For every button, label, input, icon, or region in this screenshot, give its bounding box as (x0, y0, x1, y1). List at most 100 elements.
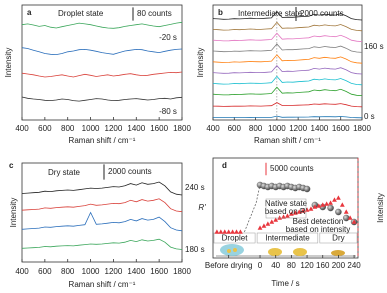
spectrum (212, 115, 363, 119)
scale-bar-label: 2000 counts (300, 9, 344, 18)
intensity-point (288, 211, 294, 216)
spectrum (212, 75, 363, 86)
spectrum (21, 96, 183, 102)
plot-frame (212, 4, 363, 121)
x-tick-label: 1000 (82, 124, 100, 133)
x-tick-label: 1200 (289, 124, 307, 133)
intensity-point (296, 209, 302, 214)
y-axis-label: R' (198, 203, 206, 212)
y-axis-label: Intensity (9, 198, 18, 228)
spectrum (21, 238, 183, 250)
spectrum (212, 10, 363, 21)
x-tick-label: 1800 (353, 124, 371, 133)
annotation: based on intensity (286, 225, 351, 234)
intensity-point (316, 203, 322, 208)
x-tick-label: 600 (228, 124, 242, 133)
scale-bar-label: 2000 counts (108, 167, 152, 176)
y-axis-label: Intensity (4, 48, 13, 78)
region-label: Droplet (222, 234, 249, 243)
x-tick-label: 80 (287, 261, 296, 270)
intensity-point (343, 209, 349, 214)
x-tick-label: Before drying (205, 261, 253, 270)
panel-title: Droplet state (58, 9, 104, 18)
particle-icon (331, 250, 345, 256)
spectrum (212, 64, 363, 75)
x-axis-label: Raman shift / cm⁻¹ (69, 136, 136, 145)
x-axis-label: Time / s (271, 279, 299, 288)
spectrum (21, 211, 183, 232)
droplet-icon (220, 244, 244, 256)
intensity-point (269, 219, 275, 224)
plot-frame (21, 4, 183, 121)
spectrum (212, 21, 363, 32)
panel-title: Dry state (48, 168, 81, 177)
x-tick-label: 400 (206, 124, 220, 133)
spectrum (212, 43, 363, 53)
panel-label: d (222, 161, 227, 170)
intensity-point (230, 229, 235, 234)
intensity-point (320, 202, 326, 207)
intensity-point (285, 213, 290, 218)
x-tick-label: 600 (38, 124, 52, 133)
panel-label: b (218, 8, 223, 17)
x-tick-label: 1000 (82, 267, 100, 276)
x-tick-label: 1600 (150, 267, 168, 276)
time-label: -80 s (159, 107, 177, 116)
x-tick-label: 1000 (268, 124, 286, 133)
x-tick-label: 0 (258, 261, 263, 270)
scale-bar-label: 5000 counts (270, 164, 314, 173)
intensity-point (226, 229, 232, 234)
x-tick-label: 160 (316, 261, 330, 270)
time-label: -20 s (159, 33, 177, 42)
spectrum (21, 71, 183, 78)
intensity-point (300, 208, 306, 213)
x-tick-label: 120 (300, 261, 314, 270)
intensity-point (277, 215, 283, 220)
x-tick-label: 800 (61, 267, 75, 276)
spectrum (21, 21, 183, 29)
intensity-point (234, 229, 239, 234)
x-tick-label: 240 (347, 261, 361, 270)
intensity-point (281, 214, 286, 219)
time-label: 160 s (364, 42, 384, 51)
particle-icon (227, 249, 231, 253)
y-axis-label: Intensity (196, 48, 205, 78)
x-tick-label: 400 (15, 267, 29, 276)
x-tick-label: 400 (15, 124, 29, 133)
ratio-point (335, 208, 342, 216)
x-tick-label: 1400 (127, 267, 145, 276)
x-tick-label: 800 (249, 124, 263, 133)
intensity-point (273, 217, 279, 222)
x-tick-label: 800 (61, 124, 75, 133)
spectrum (212, 32, 363, 42)
panel-title: Intermediate state (238, 9, 303, 18)
cartoon (216, 244, 356, 257)
intensity-point (308, 206, 314, 211)
ratio-point (327, 204, 334, 212)
panel-label: c (9, 161, 14, 170)
x-axis-label: Raman shift / cm⁻¹ (254, 136, 321, 145)
intensity-point (328, 200, 333, 205)
time-label: 0 s (364, 112, 375, 121)
x-axis-label: Raman shift / cm⁻¹ (69, 280, 136, 289)
ratio-point (303, 185, 311, 193)
intensity-point (347, 215, 353, 220)
spectrum (21, 198, 183, 213)
panel-label: a (27, 8, 32, 17)
intensity-point (351, 219, 357, 224)
x-tick-label: 1400 (127, 124, 145, 133)
x-tick-label: 1600 (332, 124, 350, 133)
annotation: Native state (265, 199, 308, 208)
x-tick-label: 200 (332, 261, 346, 270)
x-tick-label: 1600 (150, 124, 168, 133)
intensity-point (238, 229, 243, 234)
x-tick-label: 600 (38, 267, 52, 276)
x-tick-label: 1400 (311, 124, 329, 133)
region-box (319, 232, 358, 244)
x-tick-label: 1200 (105, 124, 123, 133)
intensity-point (261, 223, 267, 228)
ratio-point (342, 214, 350, 222)
intensity-point (214, 229, 220, 234)
time-label: 240 s (185, 183, 205, 192)
